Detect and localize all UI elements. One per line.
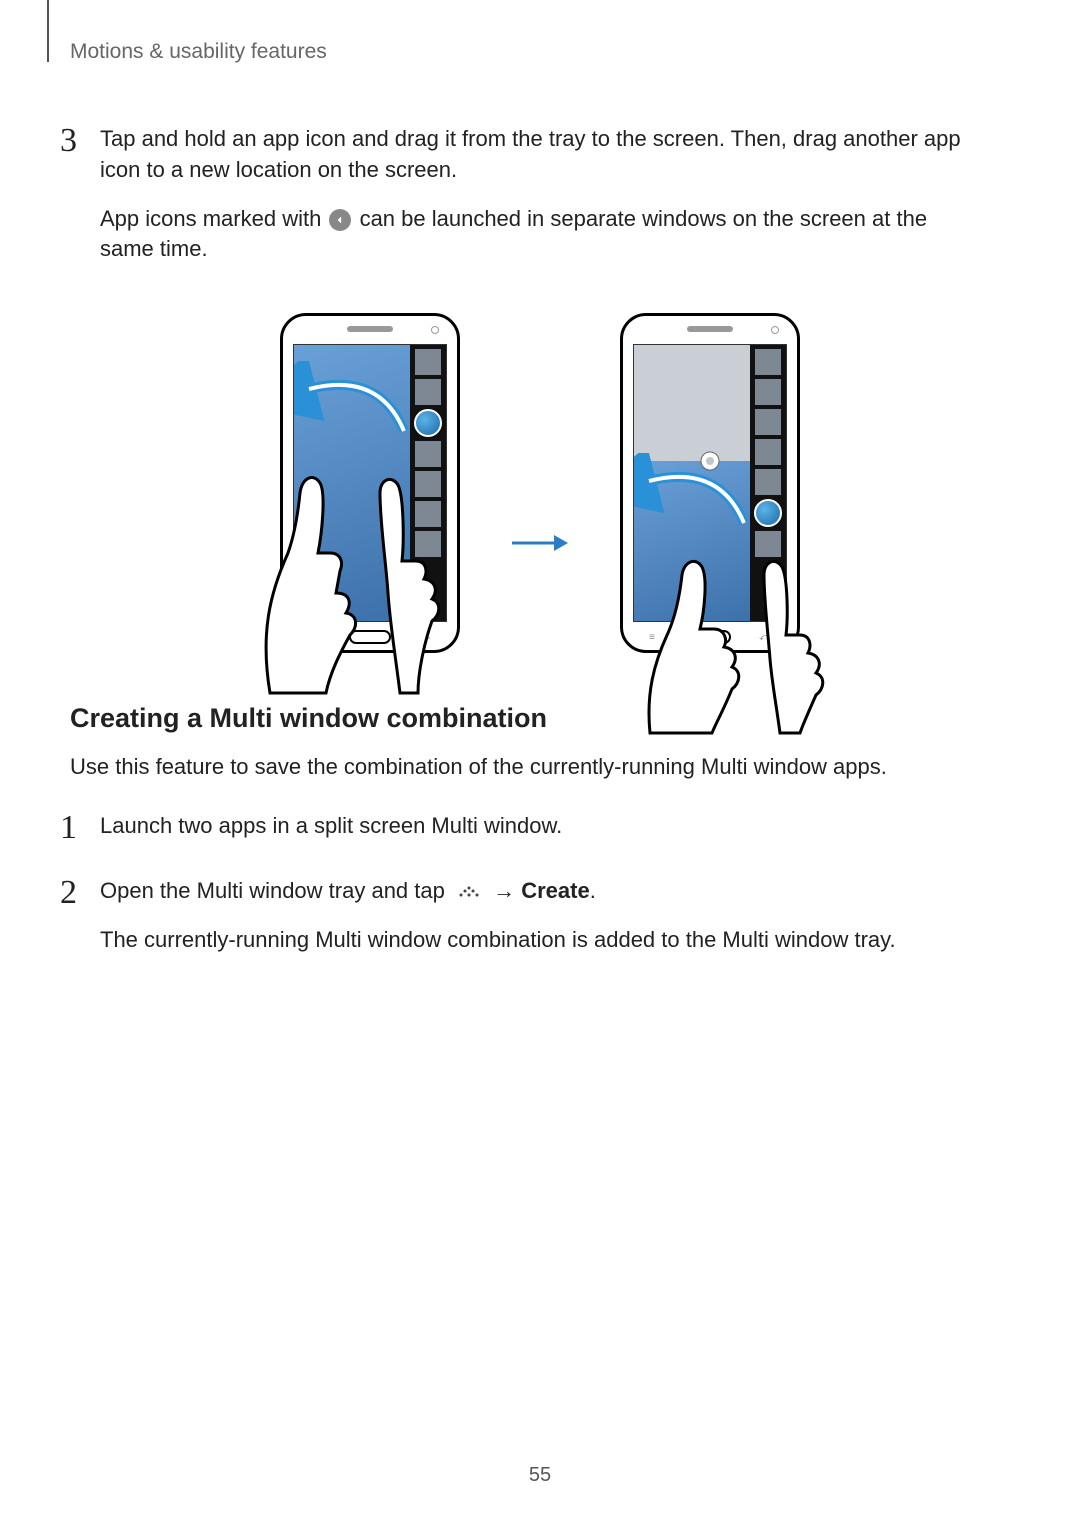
tray-app-icon xyxy=(415,471,441,497)
menu-key-icon: ≡ xyxy=(309,632,321,640)
menu-key-icon: ≡ xyxy=(649,632,661,640)
step-1: 1 Launch two apps in a split screen Mult… xyxy=(100,811,980,860)
tray-app-highlight-icon xyxy=(414,409,442,437)
step1-text: Launch two apps in a split screen Multi … xyxy=(100,811,980,842)
tray-app-icon xyxy=(415,349,441,375)
page-number: 55 xyxy=(0,1464,1080,1487)
home-button-icon xyxy=(689,630,731,644)
section-intro: Use this feature to save the combination… xyxy=(70,752,980,783)
tray-app-icon xyxy=(755,531,781,557)
tray-app-icon xyxy=(415,441,441,467)
step-number: 1 xyxy=(60,811,100,860)
transition-arrow-icon xyxy=(510,531,570,555)
period: . xyxy=(590,878,596,903)
breadcrumb: Motions & usability features xyxy=(70,40,980,64)
step3-para2: App icons marked with can be launched in… xyxy=(100,204,980,266)
phone-screen xyxy=(293,344,447,622)
tray-edit-dots-icon xyxy=(455,877,483,908)
tray-app-icon xyxy=(415,379,441,405)
step-body: Launch two apps in a split screen Multi … xyxy=(100,811,980,860)
figure-left: ≡ ⤺ xyxy=(260,313,480,653)
step-3: 3 Tap and hold an app icon and drag it f… xyxy=(100,124,980,283)
step-body: Tap and hold an app icon and drag it fro… xyxy=(100,124,980,283)
app-tray xyxy=(750,345,786,621)
phone-outline: ≡ ⤺ xyxy=(280,313,460,653)
tray-app-icon xyxy=(755,379,781,405)
app-tray xyxy=(410,345,446,621)
split-divider-handle-icon xyxy=(700,451,720,471)
step-body: Open the Multi window tray and tap → Cre… xyxy=(100,876,980,974)
tray-app-icon xyxy=(415,501,441,527)
tray-app-icon xyxy=(755,439,781,465)
step3-para1: Tap and hold an app icon and drag it fro… xyxy=(100,124,980,186)
step2-line1: Open the Multi window tray and tap → Cre… xyxy=(100,876,980,908)
phone-screen xyxy=(633,344,787,622)
tray-app-highlight-icon xyxy=(754,499,782,527)
step2-line1a: Open the Multi window tray and tap xyxy=(100,878,451,903)
tray-app-icon xyxy=(415,531,441,557)
step2-line2: The currently-running Multi window combi… xyxy=(100,925,980,956)
arrow-text: → xyxy=(493,878,521,903)
step-number: 2 xyxy=(60,876,100,974)
header-rule xyxy=(47,0,49,62)
step3-para2a: App icons marked with xyxy=(100,206,327,231)
back-key-icon: ⤺ xyxy=(419,632,431,640)
tray-app-icon xyxy=(755,409,781,435)
back-key-icon: ⤺ xyxy=(759,632,771,640)
tray-app-icon xyxy=(755,349,781,375)
create-label: Create xyxy=(521,878,589,903)
step-number: 3 xyxy=(60,124,100,283)
phone-outline: ≡ ⤺ xyxy=(620,313,800,653)
home-button-icon xyxy=(349,630,391,644)
figure-right: ≡ ⤺ xyxy=(600,313,820,653)
section-heading: Creating a Multi window combination xyxy=(70,703,980,734)
multi-window-badge-icon xyxy=(329,209,351,231)
tray-app-icon xyxy=(755,469,781,495)
page-content: Motions & usability features 3 Tap and h… xyxy=(0,0,1080,974)
figure-row: ≡ ⤺ xyxy=(100,313,980,653)
step-2: 2 Open the Multi window tray and tap → C… xyxy=(100,876,980,974)
